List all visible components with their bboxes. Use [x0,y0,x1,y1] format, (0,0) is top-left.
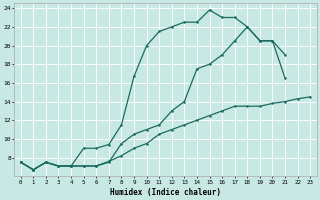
X-axis label: Humidex (Indice chaleur): Humidex (Indice chaleur) [110,188,221,197]
